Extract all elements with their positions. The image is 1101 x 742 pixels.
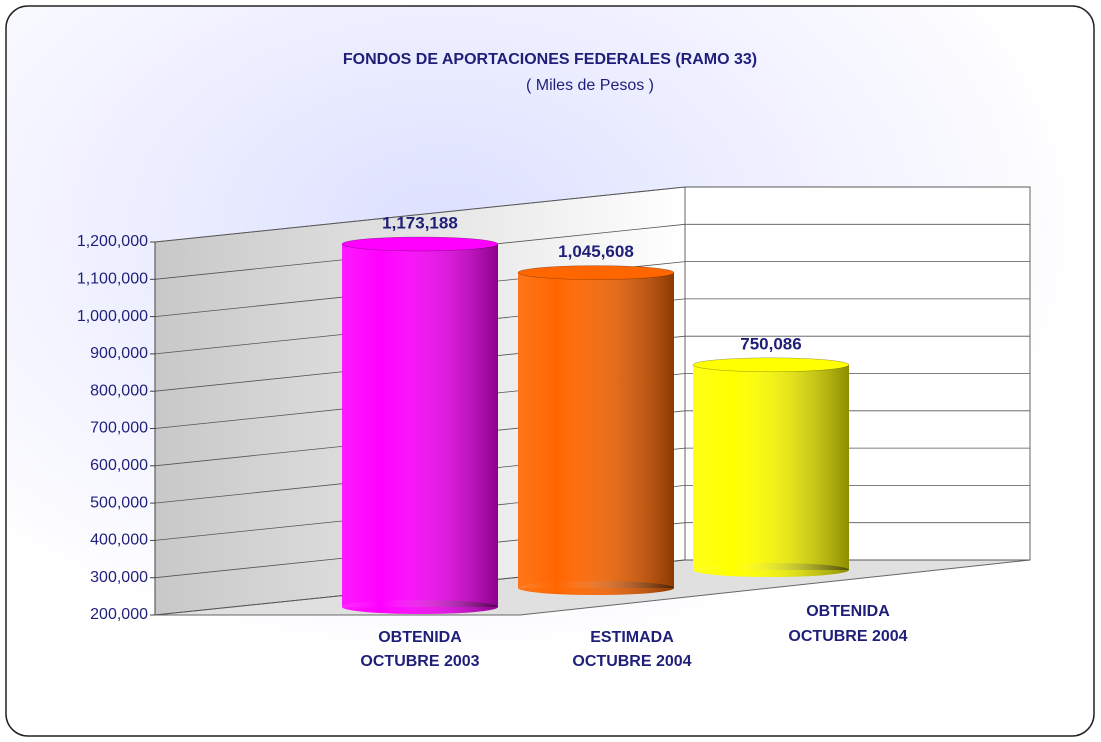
grid-line [154, 447, 1030, 504]
x-tick-label: OCTUBRE 2003 [360, 653, 479, 670]
y-tick-label: 400,000 [90, 532, 148, 549]
y-tick-label: 600,000 [90, 457, 148, 474]
bar-bottom-shade [518, 581, 674, 595]
grid-line [154, 484, 1030, 541]
grid-line [154, 261, 1030, 317]
y-tick-label: 900,000 [90, 345, 148, 362]
y-tick-label: 800,000 [90, 382, 148, 399]
grid-line [154, 186, 1030, 243]
x-tick-label: OCTUBRE 2004 [788, 628, 907, 645]
grid-line [154, 223, 1030, 280]
chart-subtitle: ( Miles de Pesos ) [526, 77, 654, 94]
bar-shade [518, 272, 674, 588]
y-tick-label: 1,000,000 [77, 308, 148, 325]
grid-line [154, 522, 1030, 579]
bar-top [517, 265, 675, 280]
value-label: 1,173,188 [382, 213, 458, 232]
value-label: 1,045,608 [558, 242, 634, 261]
bar-top [692, 357, 850, 373]
grid-line [154, 559, 1030, 616]
x-tick-label: OCTUBRE 2004 [572, 653, 691, 670]
chart-title: FONDOS DE APORTACIONES FEDERALES (RAMO 3… [343, 51, 757, 68]
bar-shade [693, 364, 849, 570]
x-tick-label: OBTENIDA [806, 603, 890, 620]
bar-bottom-shade [342, 600, 498, 614]
grid-line [154, 298, 1030, 355]
value-label: 750,086 [740, 334, 801, 353]
x-tick-label: OBTENIDA [378, 629, 462, 646]
grid-line [154, 335, 1030, 392]
bar-shade [342, 244, 498, 608]
bar-bottom-shade [693, 563, 849, 577]
y-tick-label: 300,000 [90, 569, 148, 586]
grid-line [154, 410, 1030, 467]
y-tick-label: 700,000 [90, 420, 148, 437]
y-tick-label: 200,000 [90, 606, 148, 623]
grid-line [154, 373, 1030, 429]
x-tick-label: ESTIMADA [590, 629, 674, 646]
y-tick-label: 500,000 [90, 494, 148, 511]
y-tick-label: 1,100,000 [77, 271, 148, 288]
bar-top [341, 236, 499, 252]
y-tick-label: 1,200,000 [77, 233, 148, 250]
